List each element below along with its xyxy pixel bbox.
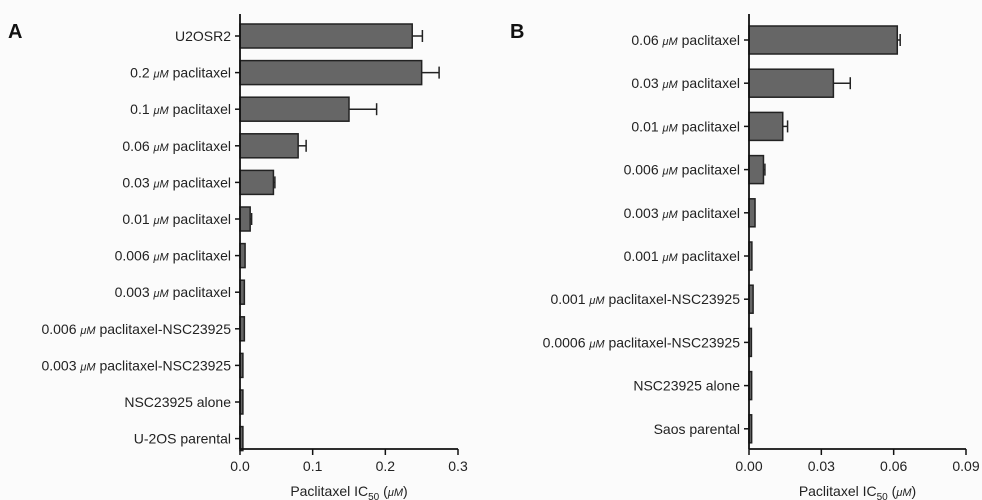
bar [239,96,350,122]
category-label: Saos parental [654,421,740,437]
category-label: 0.001 μM paclitaxel-NSC23925 [550,291,740,307]
panel-b: B 0.06 μM paclitaxel 0.03 μM paclitaxel 0.0… [510,14,980,500]
x-axis-label: Paclitaxel IC50 (μM) [290,483,407,500]
category-label: 0.1 μM paclitaxel [130,101,231,117]
category-label: 0.06 μM paclitaxel [122,138,231,154]
bar [748,25,899,55]
panel-label: A [8,21,22,43]
category-label: NSC23925 alone [633,378,740,394]
category-label: 0.006 μM paclitaxel [624,162,740,178]
bar [748,111,784,142]
bar [239,23,413,49]
bar [239,59,423,86]
bar [239,133,299,159]
x-tick-label: 0.1 [303,458,323,474]
category-label: NSC23925 alone [124,394,231,410]
x-tick-label: 0.03 [808,458,835,474]
category-label: U-2OS parental [134,431,231,447]
x-tick-label: 0.09 [952,458,979,474]
category-label: 0.003 μM paclitaxel-NSC23925 [41,357,231,373]
category-label: 0.2 μM paclitaxel [130,65,231,81]
x-tick-label: 0.00 [735,458,762,474]
category-label: 0.006 μM paclitaxel [115,248,231,264]
category-label: 0.003 μM paclitaxel [624,205,740,221]
category-label: 0.006 μM paclitaxel-NSC23925 [41,321,231,337]
category-label: 0.0006 μM paclitaxel-NSC23925 [543,334,741,350]
panel-a: A U2OSR2 0.2 μM paclitaxel 0.1 μM paclitaxe… [8,14,468,500]
bar [748,68,835,98]
category-label: 0.01 μM paclitaxel [122,211,231,227]
category-label: 0.03 μM paclitaxel [122,174,231,190]
category-label: 0.001 μM paclitaxel [624,248,740,264]
x-tick-label: 0.3 [448,458,468,474]
category-label: 0.06 μM paclitaxel [631,32,740,48]
category-label: 0.03 μM paclitaxel [631,75,740,91]
x-tick-label: 0.06 [880,458,907,474]
bar [748,154,765,185]
x-tick-label: 0.0 [230,458,250,474]
bar [748,198,756,228]
x-axis-label: Paclitaxel IC50 (μM) [799,483,916,500]
bar [239,206,251,232]
category-label: 0.01 μM paclitaxel [631,118,740,134]
category-label: 0.003 μM paclitaxel [115,284,231,300]
panel-label: B [510,21,524,43]
bar [239,169,275,196]
x-tick-label: 0.2 [376,458,396,474]
category-label: U2OSR2 [175,28,231,44]
